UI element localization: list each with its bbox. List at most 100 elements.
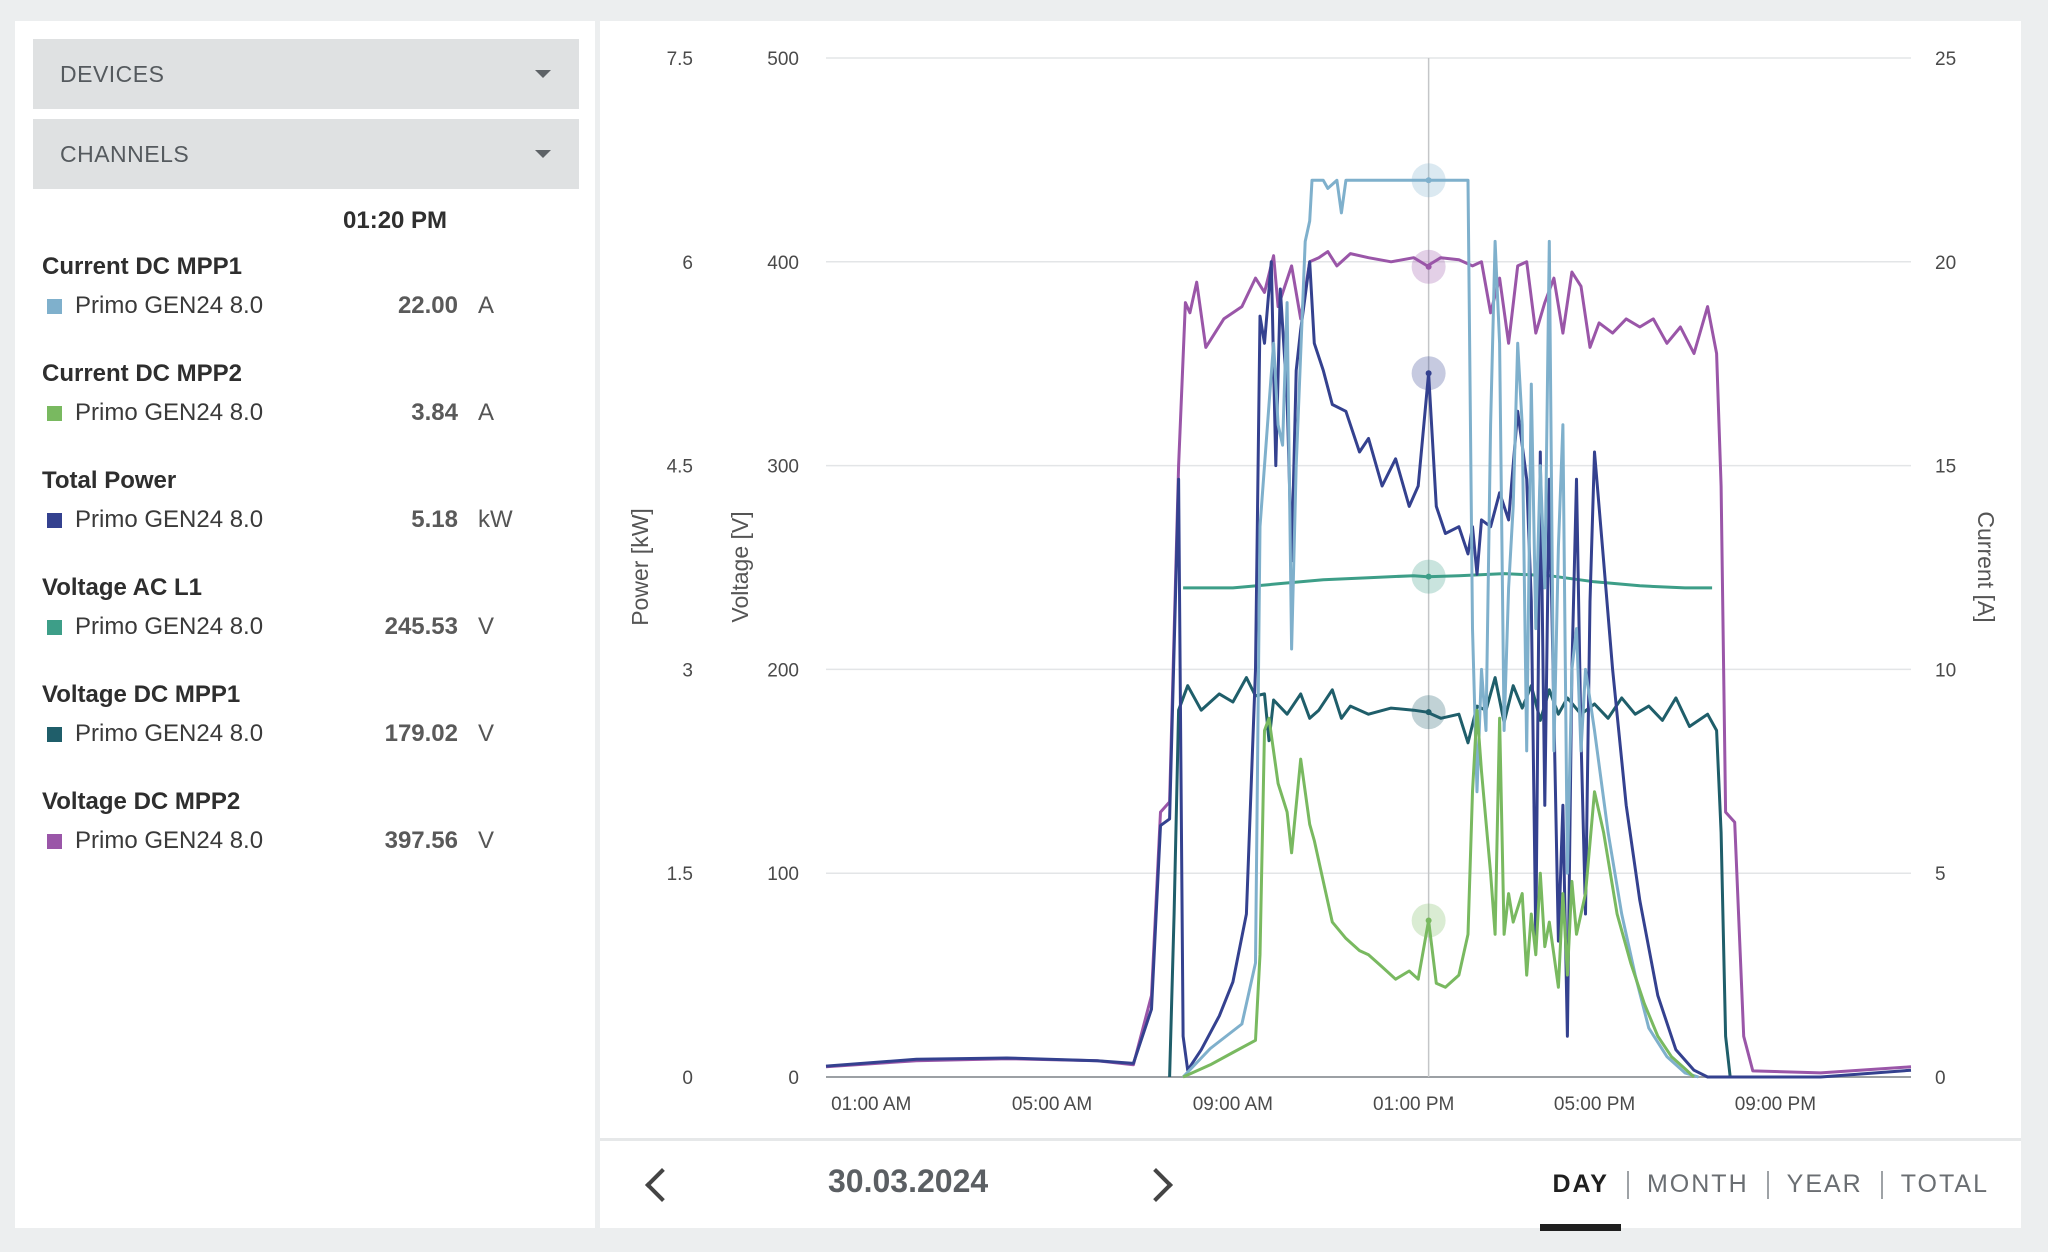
tab-year[interactable]: YEAR bbox=[1786, 1170, 1863, 1198]
device-name: Primo GEN24 8.0 bbox=[75, 613, 264, 640]
x-tick-label: 09:00 PM bbox=[1735, 1094, 1816, 1115]
current-tick-label: 25 bbox=[1935, 49, 1956, 70]
voltage-tick-label: 100 bbox=[767, 864, 799, 885]
channel-title: Voltage DC MPP2 bbox=[42, 788, 241, 815]
series-line bbox=[1182, 708, 1696, 1079]
channel-row: Primo GEN24 8.0 3.84 A bbox=[42, 391, 582, 435]
legend-swatch bbox=[47, 727, 62, 742]
legend-swatch bbox=[47, 834, 62, 849]
device-name: Primo GEN24 8.0 bbox=[75, 292, 264, 319]
channel-voltage-dc-mpp2: Voltage DC MPP2 Primo GEN24 8.0 397.56 V bbox=[42, 785, 582, 863]
chevron-left-icon[interactable] bbox=[644, 1169, 668, 1193]
x-tick-label: 05:00 PM bbox=[1554, 1094, 1635, 1115]
voltage-tick-label: 400 bbox=[767, 253, 799, 274]
channel-value: 245.53 bbox=[384, 613, 458, 640]
channel-title: Voltage AC L1 bbox=[42, 574, 203, 601]
channel-row: Primo GEN24 8.0 397.56 V bbox=[42, 819, 582, 863]
device-name: Primo GEN24 8.0 bbox=[75, 720, 264, 747]
channel-value: 179.02 bbox=[384, 720, 458, 747]
tab-day[interactable]: DAY bbox=[1534, 1141, 1627, 1231]
channel-row: Primo GEN24 8.0 179.02 V bbox=[42, 712, 582, 756]
channel-title: Current DC MPP2 bbox=[42, 360, 243, 387]
power-axis-title: Power [kW] bbox=[627, 508, 653, 626]
series-line bbox=[1183, 572, 1713, 590]
chevron-right-icon[interactable] bbox=[1148, 1169, 1172, 1193]
voltage-tick-label: 200 bbox=[767, 660, 799, 681]
channel-unit: A bbox=[478, 292, 495, 319]
cursor-marker-dot bbox=[1425, 177, 1432, 184]
legend-swatch bbox=[47, 406, 62, 421]
devices-dropdown-label: DEVICES bbox=[60, 60, 165, 87]
current-tick-label: 5 bbox=[1935, 864, 1946, 885]
channels-dropdown-label: CHANNELS bbox=[60, 140, 190, 167]
channel-sidebar: DEVICES CHANNELS 01:20 PM Current DC MPP… bbox=[15, 21, 595, 1228]
power-tick-label: 7.5 bbox=[667, 49, 693, 70]
channel-row: Primo GEN24 8.0 5.18 kW bbox=[42, 498, 582, 542]
channel-total-power: Total Power Primo GEN24 8.0 5.18 kW bbox=[42, 464, 582, 542]
channel-unit: V bbox=[478, 613, 495, 640]
legend-swatch bbox=[47, 513, 62, 528]
tab-divider bbox=[1880, 1170, 1883, 1199]
channel-row: Primo GEN24 8.0 245.53 V bbox=[42, 605, 582, 649]
power-tick-label: 3 bbox=[682, 660, 693, 681]
chart-area[interactable]: 0 100 200 300 400 500 0 1.5 3 4.5 6 7.5 0 5 10 15 20 25 Po… bbox=[600, 21, 2021, 1136]
tab-divider bbox=[1626, 1170, 1629, 1199]
series-line bbox=[825, 250, 1912, 1075]
tab-total[interactable]: TOTAL bbox=[1900, 1170, 1989, 1198]
range-tabs: DAY MONTH YEAR TOTAL bbox=[1534, 1141, 2007, 1231]
voltage-tick-label: 300 bbox=[767, 457, 799, 478]
channel-value: 22.00 bbox=[397, 292, 458, 319]
x-tick-label: 05:00 AM bbox=[1012, 1094, 1092, 1115]
cursor-marker-dot bbox=[1425, 370, 1432, 377]
x-tick-label: 09:00 AM bbox=[1193, 1094, 1273, 1115]
channel-unit: A bbox=[478, 399, 495, 426]
cursor-marker-dot bbox=[1425, 573, 1432, 580]
device-name: Primo GEN24 8.0 bbox=[75, 827, 264, 854]
cursor-marker-dot bbox=[1425, 917, 1432, 924]
channel-unit: V bbox=[478, 720, 495, 747]
device-name: Primo GEN24 8.0 bbox=[75, 399, 264, 426]
channel-row: Primo GEN24 8.0 22.00 A bbox=[42, 284, 582, 328]
date-navigation-bar: 30.03.2024 DAY MONTH YEAR TOTAL bbox=[600, 1138, 2021, 1231]
power-tick-label: 4.5 bbox=[667, 457, 693, 478]
chart-panel: 0 100 200 300 400 500 0 1.5 3 4.5 6 7.5 0 5 10 15 20 25 Po… bbox=[600, 21, 2021, 1231]
tab-divider bbox=[1766, 1170, 1769, 1199]
channel-unit: V bbox=[478, 827, 495, 854]
channel-value: 3.84 bbox=[411, 399, 458, 426]
chevron-down-icon bbox=[535, 150, 551, 158]
x-tick-label: 01:00 PM bbox=[1373, 1094, 1454, 1115]
power-tick-label: 0 bbox=[682, 1068, 693, 1089]
series-line bbox=[1182, 178, 1699, 1079]
power-tick-label: 1.5 bbox=[667, 864, 693, 885]
channel-value: 5.18 bbox=[411, 506, 458, 533]
current-axis-title: Current [A] bbox=[1973, 511, 1999, 622]
voltage-axis-title: Voltage [V] bbox=[727, 511, 753, 622]
legend-swatch bbox=[47, 299, 62, 314]
current-tick-label: 15 bbox=[1935, 457, 1956, 478]
device-name: Primo GEN24 8.0 bbox=[75, 506, 264, 533]
power-tick-label: 6 bbox=[682, 253, 693, 274]
current-tick-label: 20 bbox=[1935, 253, 1956, 274]
cursor-marker-dot bbox=[1425, 709, 1432, 716]
selected-date: 30.03.2024 bbox=[828, 1163, 989, 1199]
channels-dropdown[interactable]: CHANNELS bbox=[33, 119, 579, 189]
channel-title: Current DC MPP1 bbox=[42, 253, 243, 280]
x-tick-label: 01:00 AM bbox=[831, 1094, 911, 1115]
channel-title: Voltage DC MPP1 bbox=[42, 681, 241, 708]
legend-swatch bbox=[47, 620, 62, 635]
channel-voltage-ac-l1: Voltage AC L1 Primo GEN24 8.0 245.53 V bbox=[42, 571, 582, 649]
cursor-marker-dot bbox=[1425, 263, 1432, 270]
voltage-tick-label: 0 bbox=[788, 1068, 799, 1089]
current-tick-label: 10 bbox=[1935, 660, 1956, 681]
chevron-down-icon bbox=[535, 70, 551, 78]
devices-dropdown[interactable]: DEVICES bbox=[33, 39, 579, 109]
channel-value: 397.56 bbox=[384, 827, 458, 854]
channel-voltage-dc-mpp1: Voltage DC MPP1 Primo GEN24 8.0 179.02 V bbox=[42, 678, 582, 756]
selected-time: 01:20 PM bbox=[343, 207, 448, 234]
tab-month[interactable]: MONTH bbox=[1646, 1170, 1749, 1198]
voltage-tick-label: 500 bbox=[767, 49, 799, 70]
channel-current-dc-mpp2: Current DC MPP2 Primo GEN24 8.0 3.84 A bbox=[42, 357, 582, 435]
channel-title: Total Power bbox=[42, 467, 177, 494]
channel-current-dc-mpp1: Current DC MPP1 Primo GEN24 8.0 22.00 A bbox=[42, 250, 582, 328]
channel-unit: kW bbox=[478, 506, 513, 533]
